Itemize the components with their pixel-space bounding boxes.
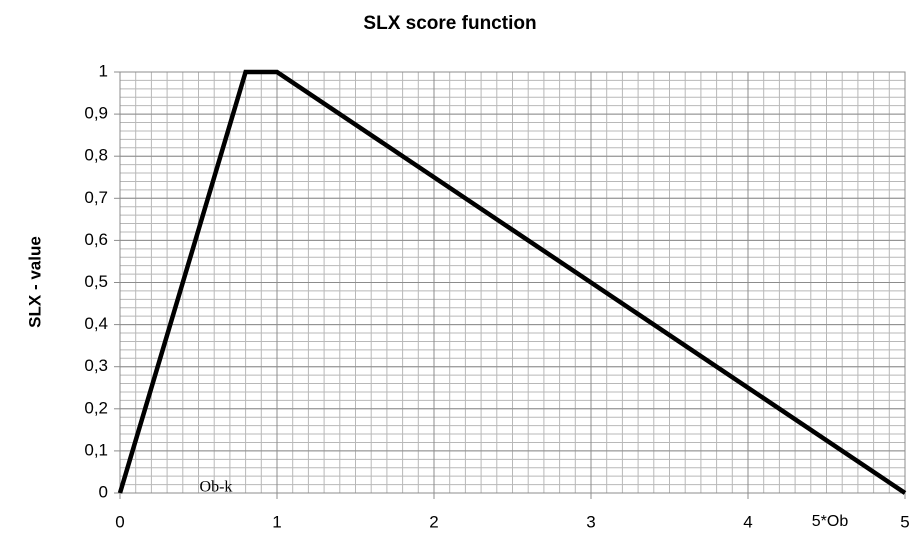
y-tick-label: 1: [99, 61, 108, 80]
y-tick-label: 0,4: [84, 314, 108, 333]
x-tick-label: 5: [900, 512, 909, 531]
y-tick-label: 0,6: [84, 230, 108, 249]
y-tick-label: 0,5: [84, 272, 108, 291]
y-tick-label: 0,1: [84, 440, 108, 459]
annotation: Ob-k: [200, 479, 233, 496]
y-axis-label: SLX - value: [25, 236, 44, 328]
line-series: [117, 69, 907, 495]
x-tick-label: 2: [429, 512, 438, 531]
x-tick-label: 4: [743, 512, 752, 531]
annotation: 5*Ob: [812, 513, 849, 530]
chart-title: SLX score function: [363, 13, 536, 34]
y-tick-label: 0,2: [84, 398, 108, 417]
y-tick-label: 0,9: [84, 104, 108, 123]
x-tick-label: 3: [586, 512, 595, 531]
x-tick-label: 0: [115, 512, 124, 531]
y-tick-label: 0: [99, 482, 108, 501]
y-tick-label: 0,8: [84, 146, 108, 165]
x-tick-label: 1: [272, 512, 281, 531]
y-tick-label: 0,3: [84, 356, 108, 375]
plot-frame: [119, 71, 906, 494]
y-tick-label: 0,7: [84, 188, 108, 207]
